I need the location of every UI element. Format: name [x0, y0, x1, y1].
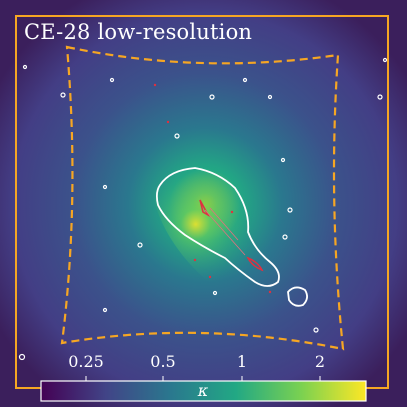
dashed-footprint [60, 45, 345, 351]
caustic-line [204, 209, 246, 256]
colorbar [40, 380, 367, 402]
galaxy-contours [18, 57, 388, 361]
colorbar-tick-label: 0.5 [150, 352, 176, 371]
map-title: CE-28 low-resolution [24, 20, 253, 44]
critical-curve-small [287, 286, 308, 307]
caustic-line [209, 207, 239, 241]
caustic [246, 256, 264, 272]
colorbar-ticks [85, 376, 321, 381]
colorbar-tick-label: 0.25 [68, 352, 104, 371]
critical-curve [155, 167, 280, 287]
caustic [199, 199, 210, 218]
colorbar-tick-label: 1 [236, 352, 248, 371]
cluster-core [152, 155, 288, 305]
colorbar-tick-label: 2 [314, 352, 326, 371]
galaxy-caustics [153, 83, 272, 294]
colorbar-label: κ [197, 381, 209, 400]
